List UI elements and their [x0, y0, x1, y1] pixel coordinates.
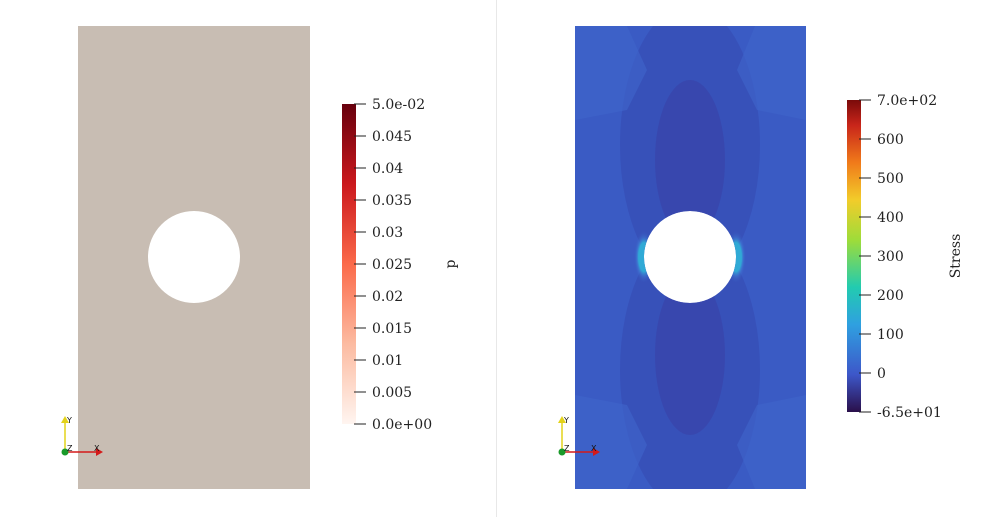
colorbar-tick-label: 0.03 — [372, 225, 403, 241]
orientation-axes-left: Y Z X — [61, 416, 103, 456]
colorbar-tick-label: 0.025 — [372, 257, 412, 273]
axis-label-z: Z — [564, 444, 570, 453]
colorbar-tick-label: 0.0e+00 — [372, 417, 432, 433]
colorbar-tick-label: 0.005 — [372, 385, 412, 401]
left-render-view[interactable]: 5.0e-02 0.045 0.04 0.035 0.03 0.025 0.02 0.015 0… — [0, 0, 496, 517]
axis-label-y: Y — [563, 416, 569, 425]
colorbar-tick-label: 600 — [877, 132, 904, 148]
colorbar-tick-label: 200 — [877, 288, 904, 304]
colorbar-tick-label: 0.01 — [372, 353, 403, 369]
colorbar-tick-label: 7.0e+02 — [877, 93, 937, 109]
colorbar-tick-label: 0.02 — [372, 289, 403, 305]
colorbar-tick-label: 0 — [877, 366, 886, 382]
stress-field — [575, 26, 806, 489]
axis-label-x: X — [591, 444, 597, 453]
colorbar-tick-label: 0.035 — [372, 193, 412, 209]
colorbar-tick-label: 100 — [877, 327, 904, 343]
colorbar-tick-label: 0.04 — [372, 161, 403, 177]
colorbar-tick-label: -6.5e+01 — [877, 405, 942, 421]
view-divider[interactable] — [496, 0, 497, 517]
orientation-axes-right: Y Z X — [558, 416, 600, 456]
right-render-view[interactable]: 7.0e+02 600 500 400 300 200 100 0 -6.5e+01 Stres… — [497, 0, 992, 517]
axis-label-y: Y — [66, 416, 72, 425]
colorbar-right-title: Stress — [948, 234, 964, 279]
left-scene: 5.0e-02 0.045 0.04 0.035 0.03 0.025 0.02 0.015 0… — [61, 26, 459, 489]
colorbar-tick-label: 400 — [877, 210, 904, 226]
colorbar-left — [342, 104, 356, 424]
colorbar-right — [847, 100, 861, 412]
axis-label-z: Z — [67, 444, 73, 453]
colorbar-tick-label: 0.045 — [372, 129, 412, 145]
colorbar-tick-label: 5.0e-02 — [372, 97, 425, 113]
right-scene: 7.0e+02 600 500 400 300 200 100 0 -6.5e+01 Stres… — [558, 26, 964, 489]
colorbar-tick-label: 300 — [877, 249, 904, 265]
colorbar-left-ticks: 5.0e-02 0.045 0.04 0.035 0.03 0.025 0.02 0.015 0… — [354, 97, 432, 433]
colorbar-tick-label: 500 — [877, 171, 904, 187]
colorbar-right-ticks: 7.0e+02 600 500 400 300 200 100 0 -6.5e+01 — [859, 93, 942, 421]
colorbar-tick-label: 0.015 — [372, 321, 412, 337]
plate-mesh — [78, 26, 310, 489]
axis-label-x: X — [94, 444, 100, 453]
colorbar-left-title: p — [443, 259, 459, 268]
